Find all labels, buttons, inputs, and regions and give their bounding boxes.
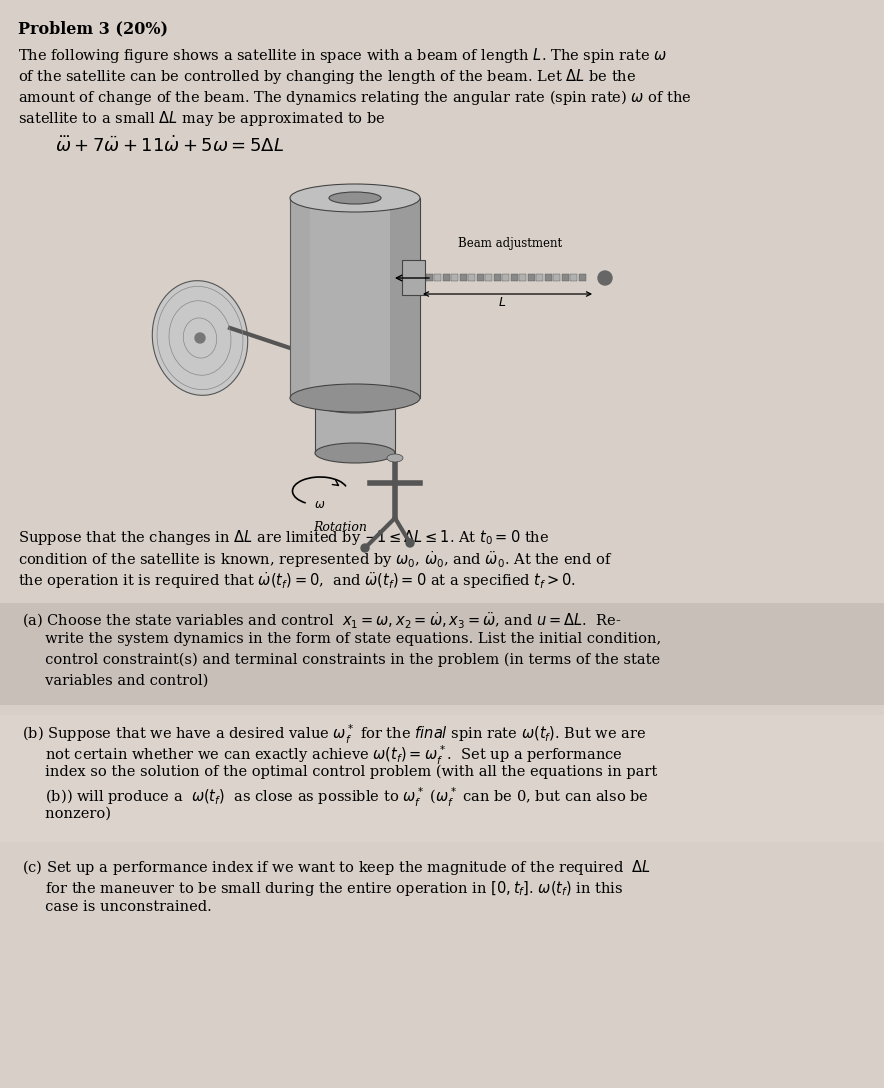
Bar: [476, 274, 484, 281]
Ellipse shape: [152, 281, 248, 395]
Bar: [502, 274, 509, 281]
Text: Suppose that the changes in $\Delta L$ are limited by $-1 \leq \Delta L \leq 1$.: Suppose that the changes in $\Delta L$ a…: [18, 528, 549, 547]
Bar: [0, 850, 884, 931]
Text: index so the solution of the optimal control problem (with all the equations in : index so the solution of the optimal con…: [22, 765, 657, 779]
Bar: [493, 274, 500, 281]
Bar: [561, 274, 568, 281]
Text: not certain whether we can exactly achieve $\omega(t_f) = \omega_f^*$.  Set up a: not certain whether we can exactly achie…: [22, 744, 623, 767]
Bar: [460, 274, 467, 281]
Bar: [536, 274, 543, 281]
Circle shape: [406, 539, 414, 547]
Text: control constraint(s) and terminal constraints in the problem (in terms of the s: control constraint(s) and terminal const…: [22, 653, 660, 667]
Bar: [528, 274, 535, 281]
Circle shape: [598, 271, 612, 285]
Bar: [468, 274, 475, 281]
Bar: [510, 274, 517, 281]
Text: for the maneuver to be small during the entire operation in $[0, t_f]$. $\omega(: for the maneuver to be small during the …: [22, 879, 623, 898]
Text: $\dddot{\omega} + 7\ddot{\omega} + 11\dot{\omega} + 5\omega = 5\Delta L$: $\dddot{\omega} + 7\ddot{\omega} + 11\do…: [55, 136, 284, 157]
Text: variables and control): variables and control): [22, 673, 209, 688]
Text: (b) Suppose that we have a desired value $\omega_f^*$ for the $\mathit{final}$ s: (b) Suppose that we have a desired value…: [22, 724, 646, 746]
Bar: [290, 198, 310, 398]
Text: nonzero): nonzero): [22, 807, 111, 821]
Bar: [425, 274, 432, 281]
Text: condition of the satellite is known, represented by $\omega_0$, $\dot{\omega}_0$: condition of the satellite is known, rep…: [18, 549, 613, 570]
Text: write the system dynamics in the form of state equations. List the initial condi: write the system dynamics in the form of…: [22, 632, 661, 646]
Bar: [417, 274, 424, 281]
Bar: [434, 274, 441, 281]
Bar: [485, 274, 492, 281]
Ellipse shape: [387, 454, 403, 462]
Text: $\omega$: $\omega$: [315, 498, 325, 511]
Bar: [570, 274, 577, 281]
Bar: [0, 603, 884, 705]
Bar: [315, 403, 395, 453]
Bar: [545, 274, 552, 281]
Bar: [519, 274, 526, 281]
Bar: [402, 260, 425, 295]
Bar: [443, 274, 449, 281]
Bar: [390, 198, 420, 398]
Circle shape: [361, 544, 369, 552]
Text: satellite to a small $\Delta L$ may be approximated to be: satellite to a small $\Delta L$ may be a…: [18, 109, 385, 128]
Text: (a) Choose the state variables and control  $x_1 = \omega, x_2 = \dot{\omega}, x: (a) Choose the state variables and contr…: [22, 611, 621, 631]
Text: case is unconstrained.: case is unconstrained.: [22, 900, 212, 914]
Text: Problem 3 (20%): Problem 3 (20%): [18, 20, 168, 37]
Ellipse shape: [290, 184, 420, 212]
Ellipse shape: [290, 384, 420, 412]
Bar: [451, 274, 458, 281]
Circle shape: [195, 333, 205, 343]
Text: the operation it is required that $\dot{\omega}(t_f) = 0$,  and $\ddot{\omega}(t: the operation it is required that $\dot{…: [18, 570, 576, 591]
Ellipse shape: [315, 393, 395, 413]
Ellipse shape: [329, 191, 381, 205]
Text: of the satellite can be controlled by changing the length of the beam. Let $\Del: of the satellite can be controlled by ch…: [18, 67, 636, 86]
Ellipse shape: [315, 443, 395, 463]
Bar: [578, 274, 585, 281]
Bar: [290, 198, 420, 398]
Text: (c) Set up a performance index if we want to keep the magnitude of the required : (c) Set up a performance index if we wan…: [22, 858, 651, 877]
Text: $L$: $L$: [499, 296, 507, 309]
Text: Beam adjustment: Beam adjustment: [458, 237, 562, 250]
Text: The following figure shows a satellite in space with a beam of length $L$. The s: The following figure shows a satellite i…: [18, 46, 667, 65]
Text: amount of change of the beam. The dynamics relating the angular rate (spin rate): amount of change of the beam. The dynami…: [18, 88, 692, 107]
Bar: [553, 274, 560, 281]
Text: (b)) will produce a  $\omega(t_f)$  as close as possible to $\omega_f^*$ ($\omeg: (b)) will produce a $\omega(t_f)$ as clo…: [22, 786, 649, 809]
Bar: [0, 715, 884, 842]
Text: Rotation: Rotation: [313, 521, 367, 534]
